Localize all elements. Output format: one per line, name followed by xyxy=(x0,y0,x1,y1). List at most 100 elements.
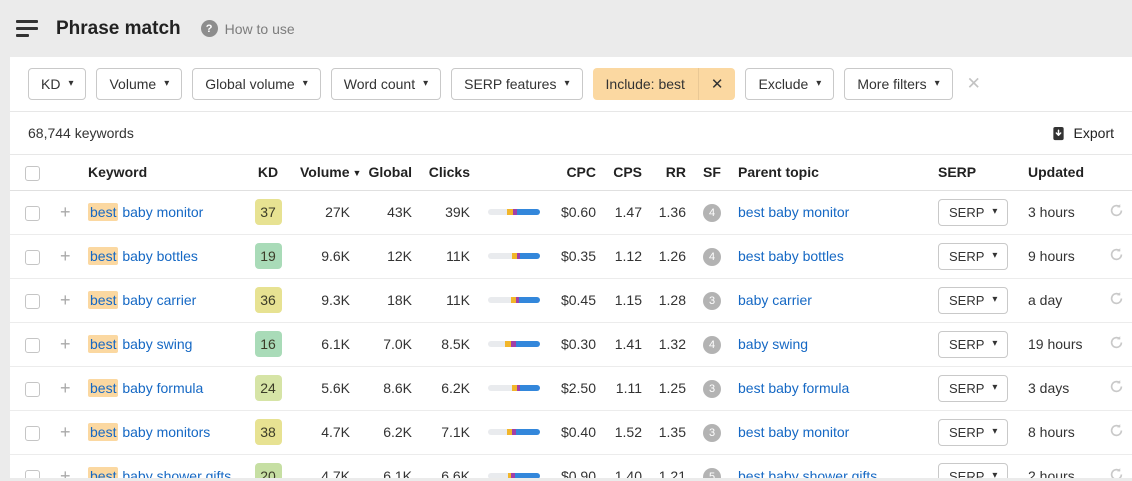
clear-filters-icon[interactable]: ✕ xyxy=(966,74,981,93)
serp-features-count-badge[interactable]: 3 xyxy=(703,423,721,442)
add-to-list-icon[interactable]: + xyxy=(60,466,71,478)
parent-topic-link[interactable]: best baby shower gifts xyxy=(738,468,878,478)
col-clicks[interactable]: Clicks xyxy=(418,155,476,191)
filter-exclude-dropdown[interactable]: Exclude ▾ xyxy=(745,68,835,100)
serp-dropdown-button[interactable]: SERP ▾ xyxy=(938,374,1009,402)
menu-icon[interactable] xyxy=(16,20,38,37)
add-to-list-icon[interactable]: + xyxy=(60,334,71,355)
filter-kd-dropdown[interactable]: KD ▾ xyxy=(28,68,87,100)
row-checkbox[interactable] xyxy=(24,205,40,221)
serp-dropdown-button[interactable]: SERP ▾ xyxy=(938,242,1009,270)
keyword-link[interactable]: best baby monitors xyxy=(88,423,211,442)
chevron-down-icon: ▾ xyxy=(564,78,570,89)
help-icon[interactable]: ? xyxy=(200,20,218,37)
table-row: + best baby bottles 19 9.6K 12K 11K $0.3… xyxy=(10,234,1132,279)
clicks-bar-cell xyxy=(476,322,544,367)
serp-cell: SERP ▾ xyxy=(932,454,1022,478)
add-to-list-icon[interactable]: + xyxy=(60,290,71,311)
keyword-highlight: best xyxy=(88,467,119,478)
refresh-icon[interactable] xyxy=(1109,203,1124,218)
refresh-icon[interactable] xyxy=(1109,423,1124,438)
serp-dropdown-button[interactable]: SERP ▾ xyxy=(938,330,1009,358)
parent-topic-link[interactable]: baby swing xyxy=(738,336,809,353)
col-keyword[interactable]: Keyword xyxy=(82,155,242,191)
table-row: + best baby formula 24 5.6K 8.6K 6.2K $2… xyxy=(10,366,1132,411)
how-to-use[interactable]: ? How to use xyxy=(200,20,295,37)
parent-topic-cell: best baby formula xyxy=(732,366,932,411)
select-all-checkbox[interactable] xyxy=(24,165,40,181)
add-to-list-icon[interactable]: + xyxy=(60,422,71,443)
col-cpc[interactable]: CPC xyxy=(544,155,602,191)
parent-topic-link[interactable]: best baby formula xyxy=(738,380,850,397)
export-label: Export xyxy=(1073,125,1114,141)
serp-dropdown-button[interactable]: SERP ▾ xyxy=(938,418,1009,446)
row-checkbox[interactable] xyxy=(24,337,40,353)
row-checkbox[interactable] xyxy=(24,469,40,478)
parent-topic-link[interactable]: best baby bottles xyxy=(738,248,844,265)
filter-word-count-dropdown[interactable]: Word count ▾ xyxy=(330,68,442,100)
refresh-icon[interactable] xyxy=(1109,247,1124,262)
parent-topic-link[interactable]: baby carrier xyxy=(738,292,812,309)
col-global[interactable]: Global xyxy=(356,155,418,191)
serp-features-count-badge[interactable]: 4 xyxy=(703,335,721,354)
table-header-row: Keyword KD Volume ▼ Global Clicks CPC CPS… xyxy=(10,155,1132,191)
serp-dropdown-button[interactable]: SERP ▾ xyxy=(938,462,1009,478)
more-filters-dropdown[interactable]: More filters ▾ xyxy=(844,68,953,100)
keyword-link[interactable]: best baby swing xyxy=(88,335,193,354)
serp-features-count-badge[interactable]: 3 xyxy=(703,291,721,310)
col-cps[interactable]: CPS xyxy=(602,155,648,191)
include-filter-chip[interactable]: Include: best ✕ xyxy=(592,68,736,100)
refresh-icon[interactable] xyxy=(1109,291,1124,306)
add-to-list-icon[interactable]: + xyxy=(60,378,71,399)
col-updated[interactable]: Updated xyxy=(1022,155,1100,191)
serp-features-count-badge[interactable]: 3 xyxy=(703,379,721,398)
include-filter-label[interactable]: Include: best xyxy=(605,76,685,92)
parent-topic-link[interactable]: best baby monitor xyxy=(738,424,850,441)
serp-features-count-badge[interactable]: 4 xyxy=(703,247,721,266)
refresh-icon[interactable] xyxy=(1109,467,1124,478)
col-parent-topic[interactable]: Parent topic xyxy=(732,155,932,191)
keyword-link[interactable]: best baby shower gifts xyxy=(88,467,231,478)
row-checkbox[interactable] xyxy=(24,249,40,265)
keyword-link[interactable]: best baby carrier xyxy=(88,291,197,310)
rr-cell: 1.35 xyxy=(648,410,692,455)
kd-badge: 20 xyxy=(254,463,282,478)
results-toolbar: 68,744 keywords Export xyxy=(10,112,1132,155)
keyword-link[interactable]: best baby monitor xyxy=(88,203,204,222)
serp-dropdown-button[interactable]: SERP ▾ xyxy=(938,198,1009,226)
row-checkbox[interactable] xyxy=(24,425,40,441)
add-to-list-icon[interactable]: + xyxy=(60,246,71,267)
filter-serp-features-dropdown[interactable]: SERP features ▾ xyxy=(451,68,583,100)
col-serp[interactable]: SERP xyxy=(932,155,1022,191)
kd-cell: 36 xyxy=(242,278,294,323)
kd-badge: 19 xyxy=(254,243,282,270)
serp-features-count-badge[interactable]: 4 xyxy=(703,203,721,222)
updated-cell: a day xyxy=(1022,278,1100,323)
refresh-icon[interactable] xyxy=(1109,335,1124,350)
keyword-link[interactable]: best baby formula xyxy=(88,379,204,398)
col-sf[interactable]: SF xyxy=(692,155,732,191)
col-kd[interactable]: KD xyxy=(242,155,294,191)
filter-global-volume-dropdown[interactable]: Global volume ▾ xyxy=(192,68,321,100)
col-volume[interactable]: Volume ▼ xyxy=(294,155,361,191)
row-checkbox[interactable] xyxy=(24,293,40,309)
keyword-link[interactable]: best baby bottles xyxy=(88,247,198,266)
refresh-icon[interactable] xyxy=(1109,379,1124,394)
filter-volume-dropdown[interactable]: Volume ▾ xyxy=(96,68,183,100)
serp-features-count-badge[interactable]: 5 xyxy=(703,467,721,478)
row-checkbox[interactable] xyxy=(24,381,40,397)
keyword-highlight: best xyxy=(88,203,119,222)
clicks-bar-cell xyxy=(476,366,544,411)
cps-cell: 1.40 xyxy=(602,454,648,478)
serp-dropdown-button[interactable]: SERP ▾ xyxy=(938,286,1009,314)
how-to-use-label[interactable]: How to use xyxy=(224,20,295,37)
chevron-down-icon: ▾ xyxy=(992,294,998,306)
col-rr[interactable]: RR xyxy=(648,155,692,191)
add-to-list-icon[interactable]: + xyxy=(60,202,71,223)
updated-cell: 8 hours xyxy=(1022,410,1100,455)
global-volume-cell: 12K xyxy=(356,234,418,279)
parent-topic-link[interactable]: best baby monitor xyxy=(738,204,850,221)
remove-include-filter-icon[interactable]: ✕ xyxy=(697,68,736,100)
export-button[interactable]: Export xyxy=(1051,125,1114,141)
clicks-bar-cell xyxy=(476,190,544,235)
